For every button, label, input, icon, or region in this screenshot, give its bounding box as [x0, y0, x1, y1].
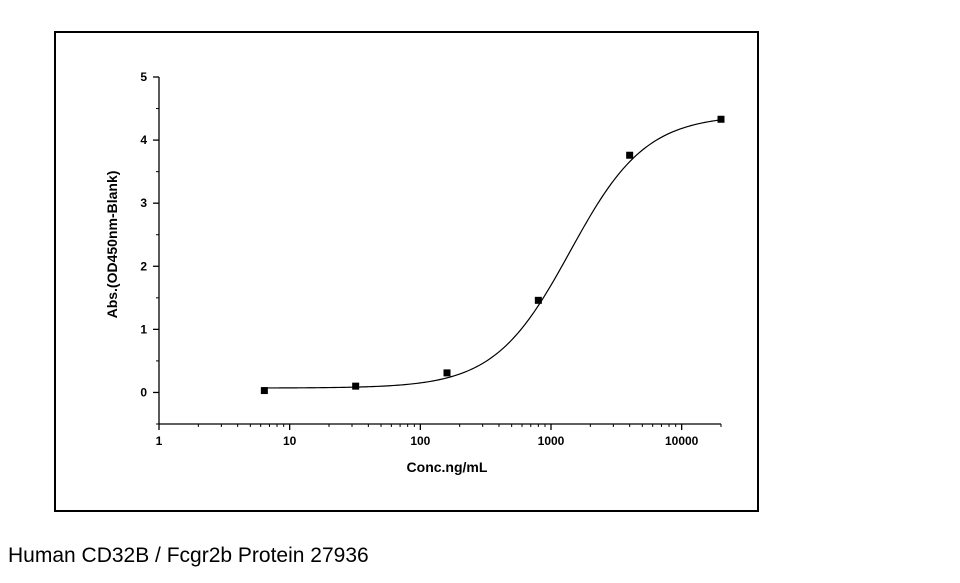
data-point	[717, 115, 725, 123]
data-point	[260, 387, 268, 395]
x-tick-label: 10	[283, 434, 297, 448]
y-tick-label: 0	[140, 385, 147, 399]
x-tick-label: 1	[156, 434, 163, 448]
data-point	[352, 382, 360, 390]
y-tick-label: 2	[140, 259, 147, 273]
fit-layer	[264, 119, 722, 389]
y-tick-label: 1	[140, 322, 147, 336]
y-tick-label: 3	[140, 196, 147, 210]
data-point	[534, 296, 542, 304]
y-tick-label: 5	[140, 70, 147, 84]
x-tick-label: 1000	[538, 434, 565, 448]
x-tick-label: 100	[410, 434, 430, 448]
caption: Human CD32B / Fcgr2b Protein 27936	[8, 544, 369, 567]
y-tick-label: 4	[140, 133, 147, 147]
chart-frame	[54, 31, 759, 512]
x-tick-label: 10000	[665, 434, 699, 448]
fit-curve	[264, 119, 722, 389]
axes: 0 1 2 3 4 5 1 10 100 1000 10000	[140, 70, 722, 448]
points-layer	[260, 115, 725, 395]
y-axis-title: Abs.(OD450nm-Blank)	[104, 171, 120, 319]
data-point	[626, 151, 634, 159]
x-axis-title: Conc.ng/mL	[407, 459, 488, 475]
data-point	[443, 369, 451, 377]
